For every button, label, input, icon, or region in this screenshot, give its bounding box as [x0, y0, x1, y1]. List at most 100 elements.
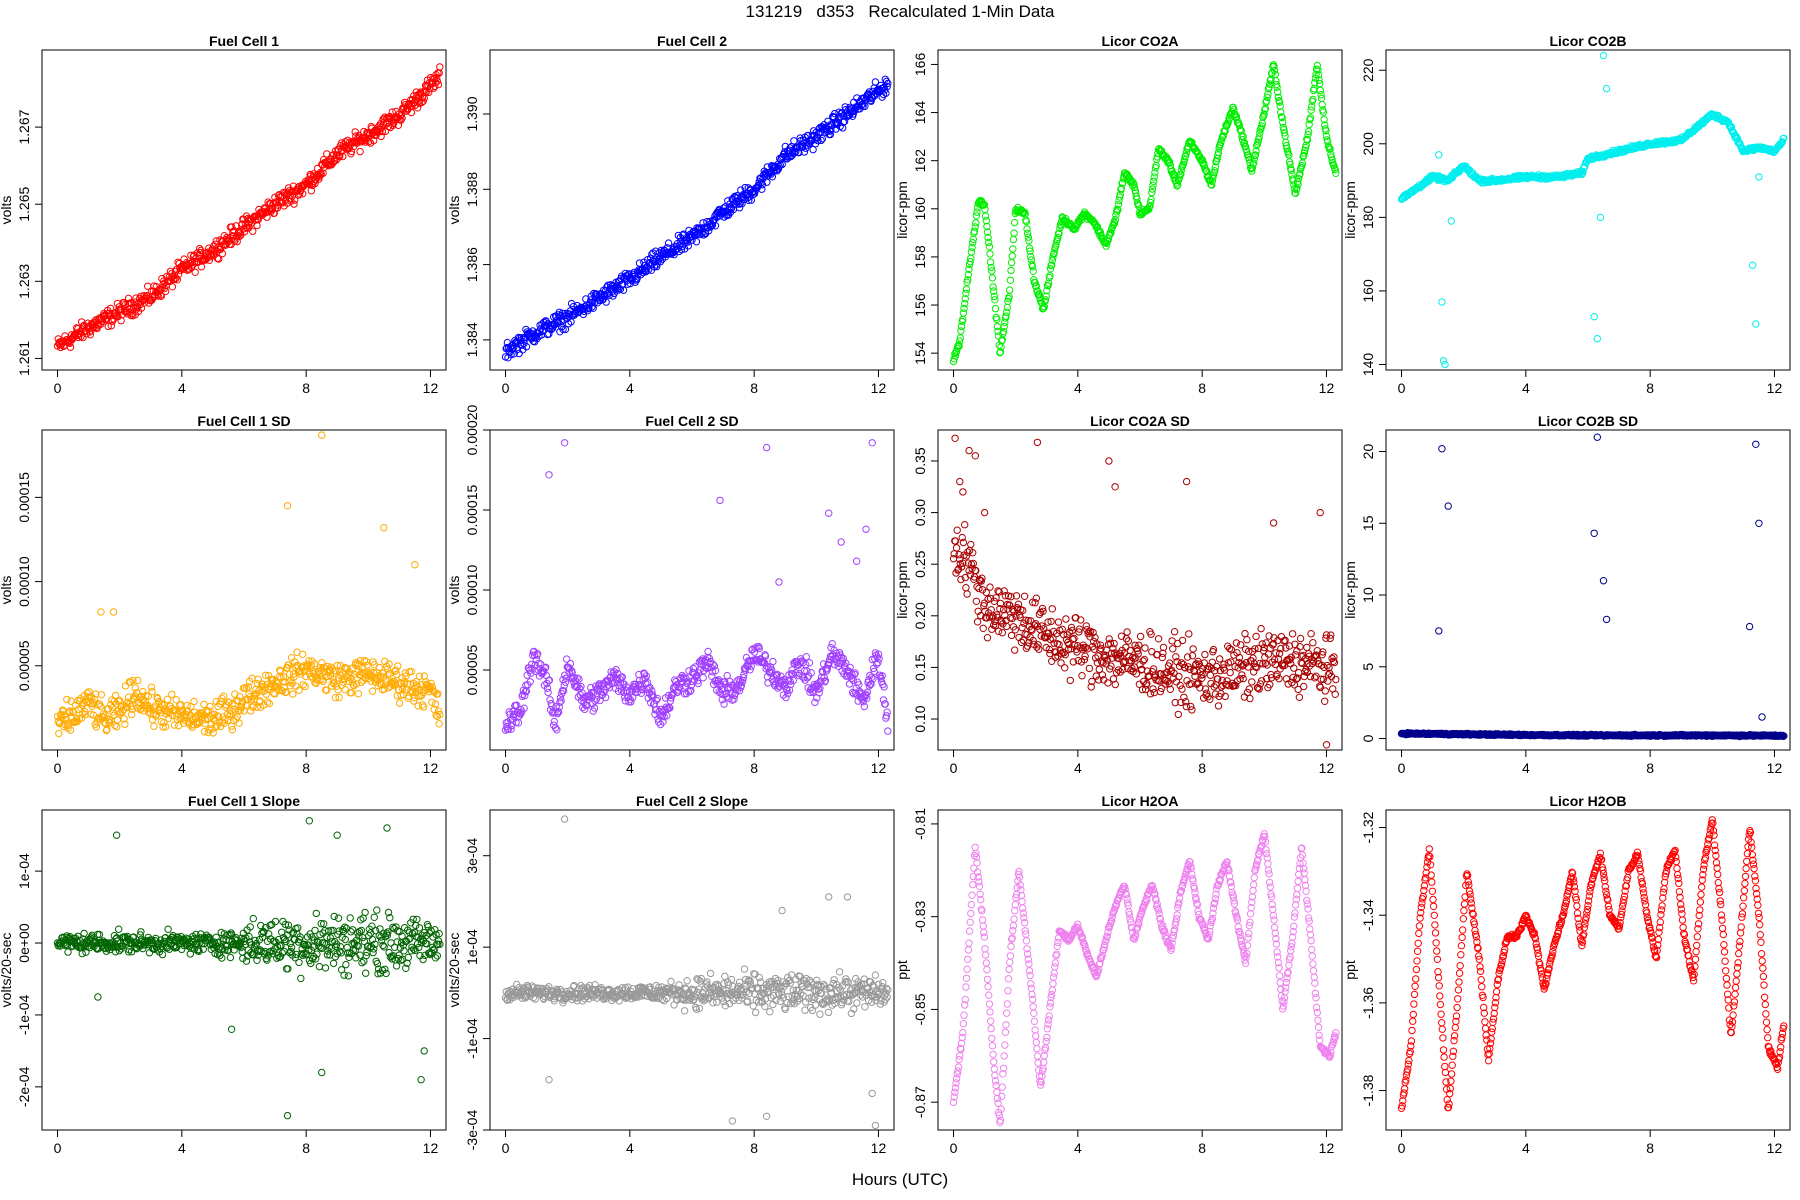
data-point — [1246, 694, 1254, 703]
data-point — [784, 689, 792, 698]
outlier-point — [1438, 298, 1446, 306]
data-point — [398, 114, 406, 122]
data-point — [818, 135, 826, 143]
data-point — [1317, 91, 1325, 99]
data-point — [108, 704, 117, 712]
data-point — [882, 712, 891, 720]
data-point — [377, 132, 385, 141]
series-points — [949, 434, 1340, 749]
data-point — [991, 296, 999, 304]
outlier-point — [1590, 313, 1598, 321]
data-point — [413, 683, 422, 691]
data-point — [969, 549, 977, 557]
data-point — [595, 680, 604, 688]
data-point — [998, 629, 1006, 637]
y-tick-label: 200 — [1360, 132, 1376, 156]
data-point — [129, 676, 137, 685]
outlier-point — [1322, 741, 1331, 749]
data-point — [969, 559, 977, 568]
data-point — [778, 160, 786, 169]
data-point — [832, 649, 841, 657]
data-point — [1103, 656, 1112, 664]
data-point — [610, 668, 618, 676]
data-point — [1154, 635, 1163, 643]
data-point — [1082, 622, 1091, 630]
data-point — [1035, 290, 1043, 298]
data-point — [881, 700, 889, 708]
data-point — [1048, 261, 1056, 269]
data-point — [733, 677, 741, 685]
data-point — [704, 647, 712, 656]
data-point — [986, 583, 994, 591]
data-point — [955, 342, 963, 350]
data-point — [1256, 129, 1264, 137]
y-tick-label: 154 — [912, 341, 928, 365]
data-point — [173, 276, 182, 284]
data-point — [1303, 136, 1312, 144]
data-point — [991, 304, 1000, 313]
data-point — [860, 702, 868, 711]
data-point — [541, 664, 549, 672]
data-point — [553, 726, 561, 734]
data-point — [1248, 678, 1256, 686]
data-point — [1157, 684, 1166, 692]
data-point — [814, 129, 823, 137]
data-point — [1262, 639, 1270, 647]
data-point — [1274, 88, 1282, 96]
data-point — [1109, 644, 1117, 652]
plot-frame — [41, 49, 447, 371]
data-point — [134, 676, 142, 685]
outlier-point — [716, 496, 724, 505]
data-point — [299, 681, 307, 689]
data-point — [515, 712, 523, 720]
data-point — [1124, 637, 1133, 645]
data-point — [981, 212, 990, 220]
data-point — [428, 698, 436, 706]
data-point — [513, 701, 521, 709]
data-point — [539, 326, 547, 335]
data-point — [999, 328, 1008, 336]
data-point — [999, 606, 1008, 614]
data-point — [952, 544, 961, 552]
data-point — [1133, 647, 1142, 655]
data-point — [200, 728, 209, 736]
data-point — [276, 666, 284, 674]
data-point — [195, 244, 204, 253]
data-point — [120, 715, 128, 723]
data-point — [990, 292, 998, 301]
data-point — [329, 675, 338, 683]
y-axis-label: volts — [446, 196, 462, 225]
data-point — [234, 697, 242, 705]
data-point — [279, 673, 288, 681]
data-point — [1277, 108, 1285, 117]
data-point — [1270, 656, 1279, 664]
data-point — [335, 693, 343, 702]
data-point — [967, 248, 976, 256]
data-point — [1252, 147, 1260, 155]
data-point — [1009, 245, 1017, 253]
data-point — [1175, 672, 1183, 681]
data-point — [1780, 134, 1788, 143]
outlier-point — [1752, 320, 1760, 328]
data-point — [983, 222, 991, 231]
data-point — [395, 699, 404, 707]
data-point — [785, 686, 794, 694]
data-point — [1308, 103, 1316, 111]
data-point — [1235, 653, 1244, 662]
data-point — [801, 676, 809, 684]
data-point — [659, 718, 667, 726]
data-point — [368, 687, 377, 695]
data-point — [614, 687, 623, 695]
data-point — [773, 670, 781, 679]
data-point — [798, 657, 806, 665]
data-point — [1237, 641, 1245, 649]
data-point — [378, 681, 386, 689]
data-point — [1245, 155, 1254, 164]
panel-title: Licor CO2B — [1549, 33, 1626, 49]
data-point — [1007, 258, 1016, 267]
data-point — [677, 245, 686, 254]
data-point — [812, 683, 820, 691]
data-point — [1287, 166, 1296, 175]
